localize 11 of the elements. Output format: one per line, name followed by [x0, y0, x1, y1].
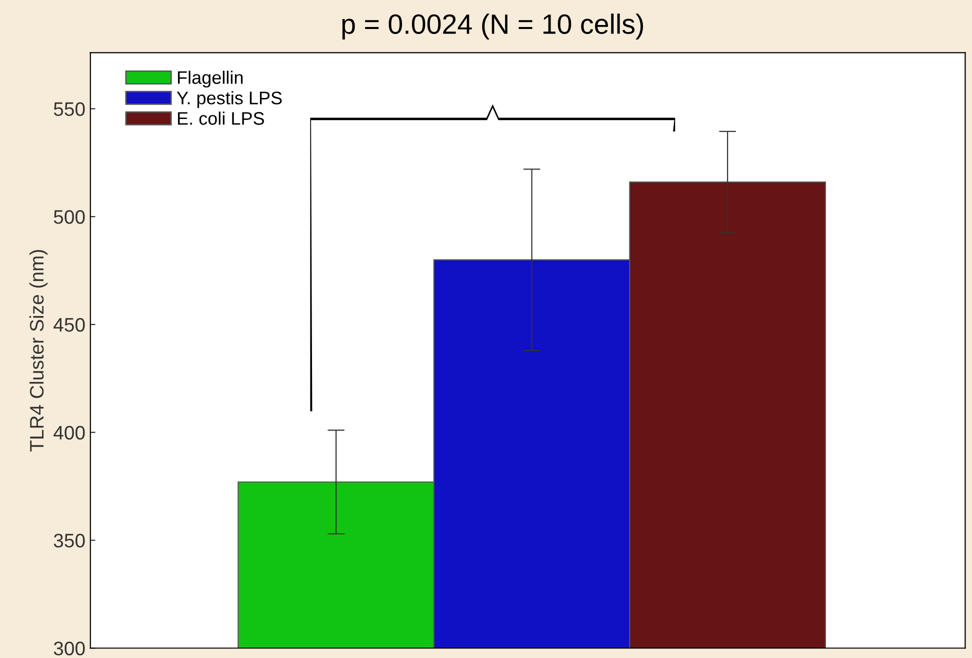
y-tick-label: 350: [54, 534, 85, 548]
y-tick-label: 500: [54, 210, 85, 224]
y-tick-label: 450: [54, 318, 85, 332]
text: p = 0.0024 (N = 10 cells): [342, 14, 644, 40]
y-axis-title: TLR4 Cluster Size (nm): [29, 250, 48, 452]
y-tick-label: 400: [54, 426, 85, 440]
legend-label: E. coli LPS: [178, 112, 264, 125]
legend-label: Flagellin: [178, 70, 243, 88]
y-tick-label: 300: [54, 642, 85, 656]
y-tick-label: 550: [54, 102, 85, 116]
legend-label: Y. pestis LPS: [176, 91, 282, 108]
